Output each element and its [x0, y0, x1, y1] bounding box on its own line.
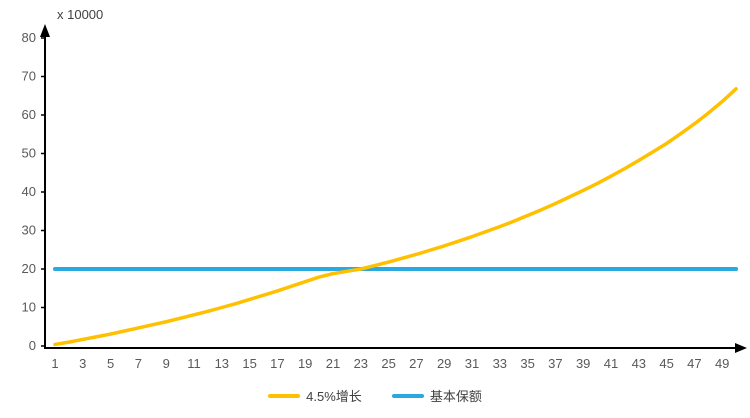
- y-axis-arrow-icon: [40, 24, 50, 37]
- svg-text:49: 49: [715, 356, 729, 371]
- y-axis-ticks: 0 10 20 30 40 50 60 70 80: [22, 30, 46, 353]
- svg-text:43: 43: [632, 356, 646, 371]
- svg-text:7: 7: [135, 356, 142, 371]
- svg-text:10: 10: [22, 300, 36, 315]
- svg-text:17: 17: [270, 356, 284, 371]
- svg-text:31: 31: [465, 356, 479, 371]
- legend-item-growth: 4.5%增长: [268, 386, 362, 405]
- legend-label-growth: 4.5%增长: [306, 389, 362, 404]
- svg-text:50: 50: [22, 146, 36, 161]
- legend-item-base: 基本保额: [391, 386, 482, 405]
- x-axis: [44, 343, 747, 353]
- svg-text:23: 23: [354, 356, 368, 371]
- svg-text:60: 60: [22, 107, 36, 122]
- svg-text:21: 21: [326, 356, 340, 371]
- svg-text:37: 37: [548, 356, 562, 371]
- svg-text:33: 33: [493, 356, 507, 371]
- svg-text:70: 70: [22, 69, 36, 84]
- legend: 4.5%增长 基本保额: [0, 386, 750, 405]
- svg-text:29: 29: [437, 356, 451, 371]
- svg-text:39: 39: [576, 356, 590, 371]
- svg-text:25: 25: [381, 356, 395, 371]
- y-axis: [40, 24, 50, 349]
- svg-text:20: 20: [22, 261, 36, 276]
- legend-line-swatch-growth: [268, 393, 301, 398]
- svg-text:5: 5: [107, 356, 114, 371]
- svg-text:1: 1: [51, 356, 58, 371]
- svg-text:9: 9: [163, 356, 170, 371]
- x-axis-ticks: 1 3 5 7 9 11 13 15 17 19 21 23 25 27 29 31 33 35 37 39 41 43 4…: [51, 356, 729, 371]
- svg-text:45: 45: [659, 356, 673, 371]
- x-axis-arrow-icon: [735, 343, 747, 353]
- svg-text:3: 3: [79, 356, 86, 371]
- svg-text:15: 15: [242, 356, 256, 371]
- legend-label-base: 基本保额: [429, 389, 482, 404]
- legend-line-swatch-base: [391, 393, 424, 398]
- svg-text:40: 40: [22, 184, 36, 199]
- svg-text:19: 19: [298, 356, 312, 371]
- svg-text:47: 47: [687, 356, 701, 371]
- svg-text:0: 0: [29, 338, 36, 353]
- svg-text:35: 35: [520, 356, 534, 371]
- svg-text:13: 13: [215, 356, 229, 371]
- svg-text:30: 30: [22, 223, 36, 238]
- svg-text:11: 11: [187, 356, 201, 371]
- svg-text:80: 80: [22, 30, 36, 45]
- y-axis-unit-label: x 10000: [57, 7, 104, 22]
- svg-text:41: 41: [604, 356, 618, 371]
- series-lines: [53, 87, 739, 347]
- svg-text:27: 27: [409, 356, 423, 371]
